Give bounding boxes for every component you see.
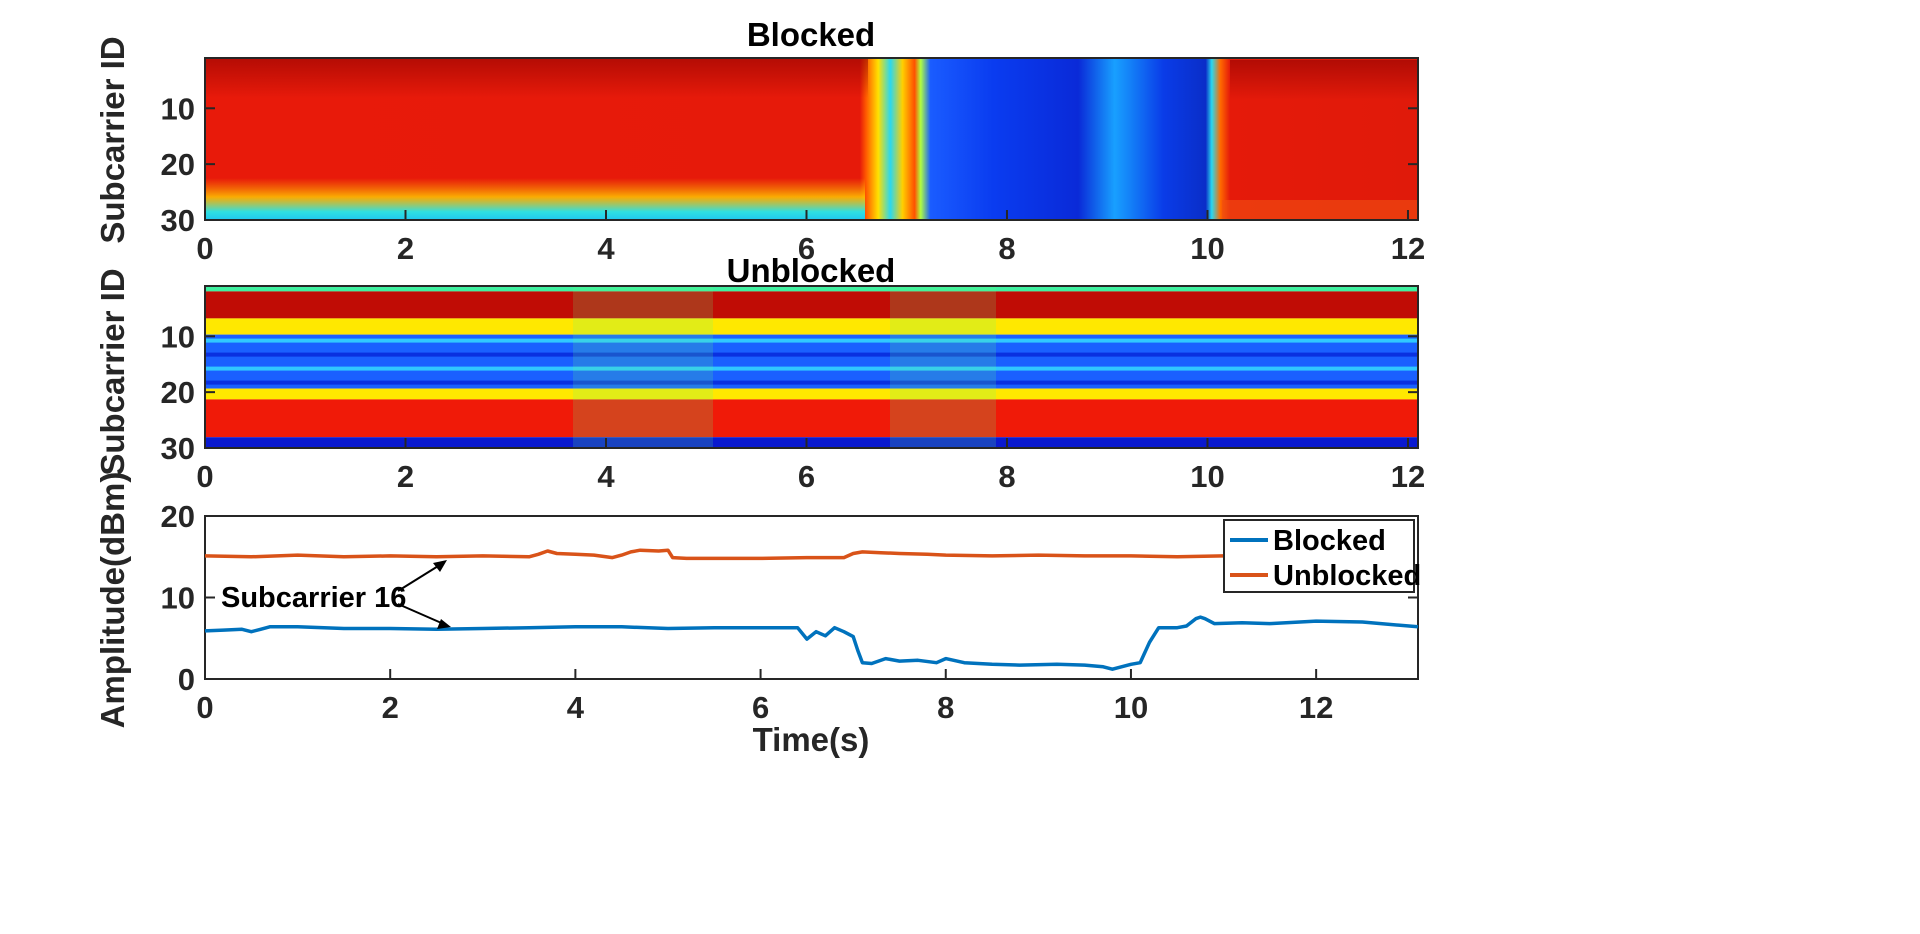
blocked-y-tick-label: 20 <box>161 147 195 182</box>
amplitude-x-tick-label: 12 <box>1299 690 1333 725</box>
line-series-group <box>204 548 1419 671</box>
blocked-heatmap-panel <box>204 57 1419 221</box>
unblocked-x-tick-label: 6 <box>798 459 815 494</box>
unblocked-disturbance-2 <box>890 286 996 448</box>
amplitude-y-tick-label: 0 <box>178 662 195 697</box>
subcarrier-annotation-text: Subcarrier 16 <box>221 582 406 614</box>
time-x-axis-label: Time(s) <box>753 721 870 758</box>
unblocked-stripe <box>205 366 1418 371</box>
unblocked-x-tick-label: 10 <box>1190 459 1224 494</box>
annotation-arrowhead-down <box>437 619 451 629</box>
unblocked-heatmap-bands <box>205 286 1418 448</box>
unblocked-axes-frame <box>204 285 1419 449</box>
amplitude-x-tick-label: 0 <box>196 690 213 725</box>
unblocked-x-tick-label: 2 <box>397 459 414 494</box>
legend-label-blocked: Blocked <box>1273 525 1386 557</box>
blocked-x-tick-label: 10 <box>1190 231 1224 266</box>
amplitude-x-tick-label: 4 <box>567 690 585 725</box>
amplitude-y-axis-label: Amplitude(dBm) <box>94 472 131 729</box>
amplitude-axes-frame <box>204 515 1419 680</box>
amplitude-y-tick-label: 20 <box>161 499 195 534</box>
blocked-x-tick-label: 4 <box>597 231 615 266</box>
unblocked-y-tick-label: 20 <box>161 375 195 410</box>
blocked-heatmap-bottom-band <box>205 178 865 220</box>
amplitude-x-tick-label: 8 <box>937 690 954 725</box>
blocked-x-tick-label: 2 <box>397 231 414 266</box>
blocked-heatmap-top-shade-right <box>1230 60 1418 100</box>
series-line-unblocked <box>204 548 1224 561</box>
unblocked-x-tick-label: 4 <box>597 459 615 494</box>
blocked-x-tick-label: 0 <box>196 231 213 266</box>
unblocked-y-tick-label: 10 <box>161 319 195 354</box>
amplitude-x-tick-label: 6 <box>752 690 769 725</box>
blocked-x-tick-label: 6 <box>798 231 815 266</box>
unblocked-row-band <box>205 291 1418 319</box>
legend-box <box>1223 519 1415 593</box>
annotation-arrow-up <box>397 562 444 592</box>
blocked-y-tick-label: 10 <box>161 91 195 126</box>
blocked-title: Blocked <box>747 16 875 53</box>
unblocked-row-band <box>205 388 1418 400</box>
annotation-arrow-down <box>397 603 447 626</box>
unblocked-title: Unblocked <box>727 252 896 289</box>
unblocked-disturbance-1 <box>573 286 713 448</box>
amplitude-x-tick-label: 10 <box>1114 690 1148 725</box>
unblocked-stripe <box>205 380 1418 385</box>
unblocked-row-band <box>205 286 1418 292</box>
blocked-x-tick-label: 12 <box>1391 231 1425 266</box>
series-line-blocked <box>204 615 1419 671</box>
blocked-y-axis-label: Subcarrier ID <box>94 36 131 243</box>
unblocked-row-band <box>205 399 1418 438</box>
unblocked-heatmap-panel <box>204 285 1419 449</box>
legend-label-unblocked: Unblocked <box>1273 560 1421 592</box>
unblocked-stripe <box>205 352 1418 357</box>
blocked-heatmap-top-shade <box>205 58 868 98</box>
unblocked-x-tick-label: 8 <box>998 459 1015 494</box>
unblocked-row-band <box>205 437 1418 448</box>
amplitude-line-panel <box>204 515 1419 680</box>
blocked-axes-frame <box>204 57 1419 221</box>
unblocked-row-band <box>205 334 1418 389</box>
unblocked-stripe <box>205 338 1418 343</box>
blocked-y-tick-label: 30 <box>161 203 195 238</box>
unblocked-x-tick-label: 0 <box>196 459 213 494</box>
annotation-arrowhead-up <box>433 560 447 572</box>
unblocked-y-tick-label: 30 <box>161 431 195 466</box>
amplitude-x-tick-label: 2 <box>382 690 399 725</box>
legend: Blocked Unblocked <box>1223 519 1421 593</box>
unblocked-y-axis-label: Subcarrier ID <box>94 268 131 475</box>
blocked-heatmap-bottom-band-right <box>1222 200 1418 220</box>
amplitude-y-tick-label: 10 <box>161 581 195 616</box>
unblocked-row-band <box>205 318 1418 335</box>
subcarrier-annotation: Subcarrier 16 <box>221 560 451 629</box>
blocked-x-tick-label: 8 <box>998 231 1015 266</box>
unblocked-x-tick-label: 12 <box>1391 459 1425 494</box>
